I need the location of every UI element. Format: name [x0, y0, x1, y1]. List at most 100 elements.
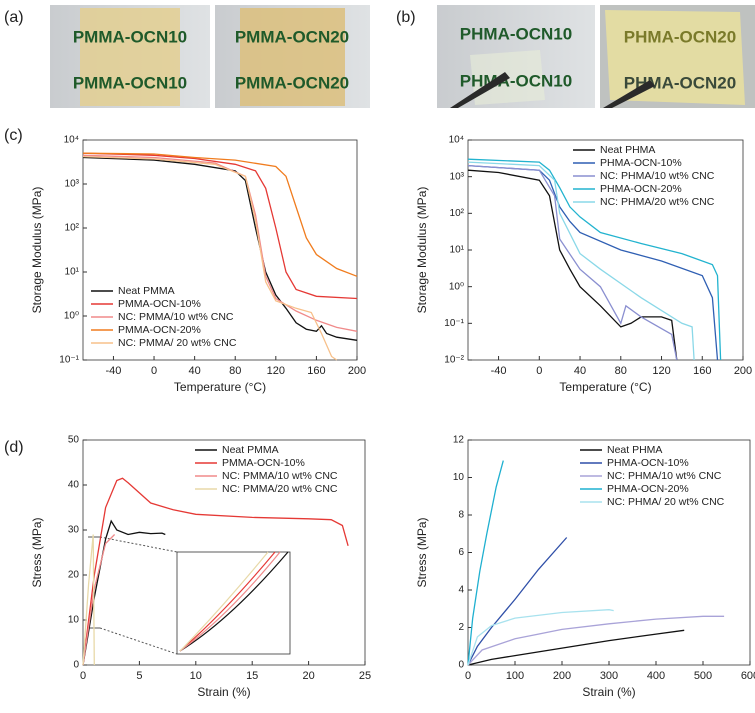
- photo-text: PHMA-OCN10: [460, 71, 572, 90]
- x-tick-label: 160: [693, 365, 711, 377]
- legend-label: PMMA-OCN-10%: [222, 457, 305, 469]
- legend-label: Neat PMMA: [118, 285, 175, 297]
- x-tick-label: -40: [491, 365, 507, 377]
- x-tick-label: 5: [136, 670, 142, 682]
- legend-label: NC: PHMA/10 wt% CNC: [600, 170, 715, 182]
- y-tick-label: 10²: [450, 208, 465, 219]
- series-line: [82, 477, 349, 666]
- photo: PMMA-OCN20 PMMA-OCN20: [215, 5, 370, 108]
- series-line: [467, 609, 614, 666]
- x-tick-label: 40: [189, 365, 201, 377]
- x-tick-label: 120: [267, 365, 285, 377]
- y-tick-label: 10²: [65, 223, 80, 234]
- x-tick-label: 400: [647, 670, 665, 682]
- legend-label: PMMA-OCN-10%: [118, 298, 201, 310]
- y-tick-label: 10⁰: [449, 281, 464, 292]
- legend-label: NC: PHMA/10 wt% CNC: [607, 470, 722, 482]
- series-line: [467, 460, 504, 666]
- legend-label: PHMA-OCN-10%: [600, 157, 682, 169]
- y-tick-label: 10³: [65, 179, 80, 190]
- series-line: [467, 629, 685, 666]
- legend-label: NC: PMMA/ 20 wt% CNC: [118, 337, 237, 349]
- x-tick-label: 80: [615, 365, 627, 377]
- x-axis-title: Temperature (°C): [559, 380, 651, 394]
- series-line: [467, 164, 678, 361]
- x-axis-title: Strain (%): [197, 685, 250, 699]
- series-line: [82, 152, 358, 300]
- y-axis-title: Storage Modulus (MPa): [30, 187, 44, 314]
- x-tick-label: 15: [246, 670, 258, 682]
- y-tick-label: 10⁻¹: [444, 318, 464, 329]
- x-tick-label: 160: [307, 365, 325, 377]
- panel-label: (b): [396, 9, 416, 26]
- x-tick-label: 100: [506, 670, 524, 682]
- legend-label: PHMA-OCN-10%: [607, 457, 689, 469]
- series-line: [467, 615, 725, 666]
- y-axis-title: Storage Modulus (MPa): [415, 187, 429, 314]
- legend-label: PHMA-OCN-20%: [600, 183, 682, 195]
- panel-label: (d): [4, 439, 24, 456]
- photo-text: PMMA-OCN20: [235, 73, 349, 92]
- y-axis-title: Stress (MPa): [30, 517, 44, 587]
- x-tick-label: 600: [741, 670, 755, 682]
- y-tick-label: 40: [68, 480, 80, 491]
- photo-text: PMMA-OCN10: [73, 73, 187, 92]
- y-tick-label: 10⁰: [64, 311, 79, 322]
- x-tick-label: 200: [734, 365, 752, 377]
- legend-label: PMMA-OCN-20%: [118, 324, 201, 336]
- series-line: [82, 155, 338, 361]
- x-tick-label: 500: [694, 670, 712, 682]
- y-tick-label: 10¹: [450, 245, 465, 256]
- x-tick-label: 40: [574, 365, 586, 377]
- y-tick-label: 8: [458, 510, 464, 521]
- x-tick-label: 200: [553, 670, 571, 682]
- legend-label: NC: PMMA/10 wt% CNC: [222, 470, 338, 482]
- x-tick-label: 0: [465, 670, 471, 682]
- photo-text: PMMA-OCN10: [73, 27, 187, 46]
- x-tick-label: 80: [229, 365, 241, 377]
- y-tick-label: 50: [68, 435, 80, 446]
- y-tick-label: 4: [458, 585, 464, 596]
- plot-frame: [82, 139, 358, 361]
- legend-label: PHMA-OCN-20%: [607, 483, 689, 495]
- series-line: [467, 158, 722, 361]
- legend-label: NC: PHMA/20 wt% CNC: [600, 196, 715, 208]
- x-tick-label: 25: [359, 670, 371, 682]
- y-tick-label: 10: [453, 472, 465, 483]
- y-tick-label: 10³: [450, 171, 465, 182]
- legend-label: NC: PMMA/20 wt% CNC: [222, 483, 338, 495]
- y-tick-label: 10: [68, 615, 80, 626]
- x-tick-label: 0: [151, 365, 157, 377]
- plot-frame: [82, 439, 366, 666]
- x-tick-label: 0: [80, 670, 86, 682]
- legend-label: Neat PHMA: [600, 144, 655, 156]
- photo-text: PMMA-OCN20: [235, 27, 349, 46]
- series-line: [467, 161, 695, 361]
- series-line: [82, 534, 116, 666]
- series-line: [82, 534, 95, 666]
- photo: PHMA-OCN10 PHMA-OCN10: [437, 5, 595, 108]
- photo: PHMA-OCN20 PHMA-OCN20: [600, 5, 755, 108]
- x-tick-label: 120: [652, 365, 670, 377]
- y-tick-label: 12: [453, 435, 465, 446]
- photo-text: PHMA-OCN20: [624, 27, 736, 46]
- y-tick-label: 30: [68, 525, 80, 536]
- legend-label: NC: PHMA/ 20 wt% CNC: [607, 496, 725, 508]
- series-line: [82, 519, 166, 666]
- series-line: [82, 152, 358, 277]
- y-axis-title: Stress (MPa): [415, 517, 429, 587]
- y-tick-label: 2: [458, 622, 464, 633]
- photo-text: PHMA-OCN20: [624, 73, 736, 92]
- x-tick-label: 200: [348, 365, 366, 377]
- x-axis-title: Strain (%): [582, 685, 635, 699]
- x-tick-label: 0: [536, 365, 542, 377]
- legend-label: NC: PMMA/10 wt% CNC: [118, 311, 234, 323]
- y-tick-label: 20: [68, 570, 80, 581]
- series-line: [467, 169, 678, 361]
- y-tick-label: 0: [458, 660, 464, 671]
- legend-label: Neat PHMA: [607, 444, 662, 456]
- panel-label: (c): [4, 127, 23, 144]
- photo-text: PHMA-OCN10: [460, 24, 572, 43]
- panel-label: (a): [4, 9, 24, 26]
